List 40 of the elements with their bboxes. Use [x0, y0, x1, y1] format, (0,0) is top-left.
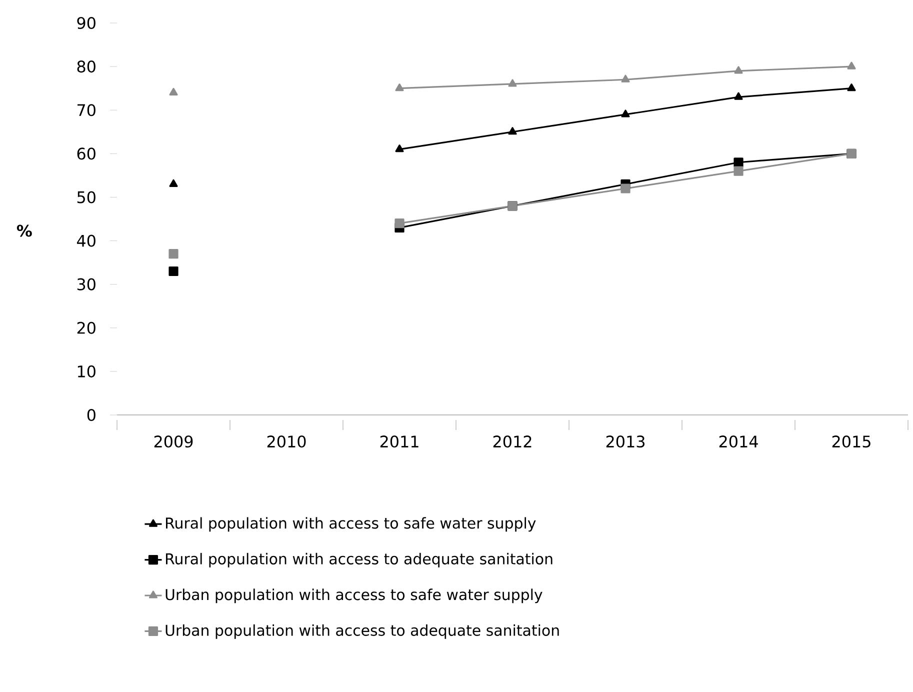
y-tick-label: 10 — [78, 365, 96, 378]
x-tick-label: 2011 — [380, 436, 418, 448]
x-tick-label: 2015 — [832, 436, 870, 448]
y-axis-title: % — [16, 224, 32, 237]
y-tick-label: 0 — [87, 408, 96, 422]
point — [169, 179, 178, 187]
y-tick-label: 60 — [77, 148, 96, 160]
y-tick-label: 70 — [78, 104, 96, 116]
point — [734, 92, 743, 100]
x-tick-label: 2010 — [267, 436, 306, 448]
point — [169, 88, 178, 96]
y-tick-label: 90 — [77, 16, 96, 30]
x-tick-label: 2009 — [154, 436, 193, 448]
legend-label: Urban population with access to adequate sanitation — [166, 624, 559, 639]
point — [395, 84, 404, 92]
point — [394, 218, 404, 228]
y-tick-label: 30 — [77, 278, 96, 290]
legend-label: Rural population with access to adequate sanitation — [166, 552, 552, 568]
point — [734, 166, 744, 176]
y-tick-label: 50 — [77, 191, 96, 204]
y-tick-label: 20 — [77, 322, 96, 334]
point — [168, 266, 178, 276]
point — [734, 66, 743, 74]
y-tick-label: 80 — [77, 60, 96, 73]
point — [395, 144, 404, 152]
point — [621, 110, 630, 118]
x-tick-label: 2013 — [606, 436, 644, 448]
y-tick-label: 40 — [76, 234, 96, 247]
point — [168, 249, 178, 259]
x-tick-label: 2012 — [493, 436, 532, 448]
legend-label: Urban population with access to safe water supply — [166, 588, 542, 604]
point — [508, 127, 517, 135]
legend-label: Rural population with access to safe water supply — [166, 517, 536, 532]
x-tick-label: 2014 — [719, 436, 758, 448]
point — [847, 84, 856, 92]
point — [734, 158, 744, 168]
point — [508, 79, 517, 87]
point — [847, 62, 856, 70]
point — [621, 74, 630, 82]
point — [620, 184, 630, 194]
